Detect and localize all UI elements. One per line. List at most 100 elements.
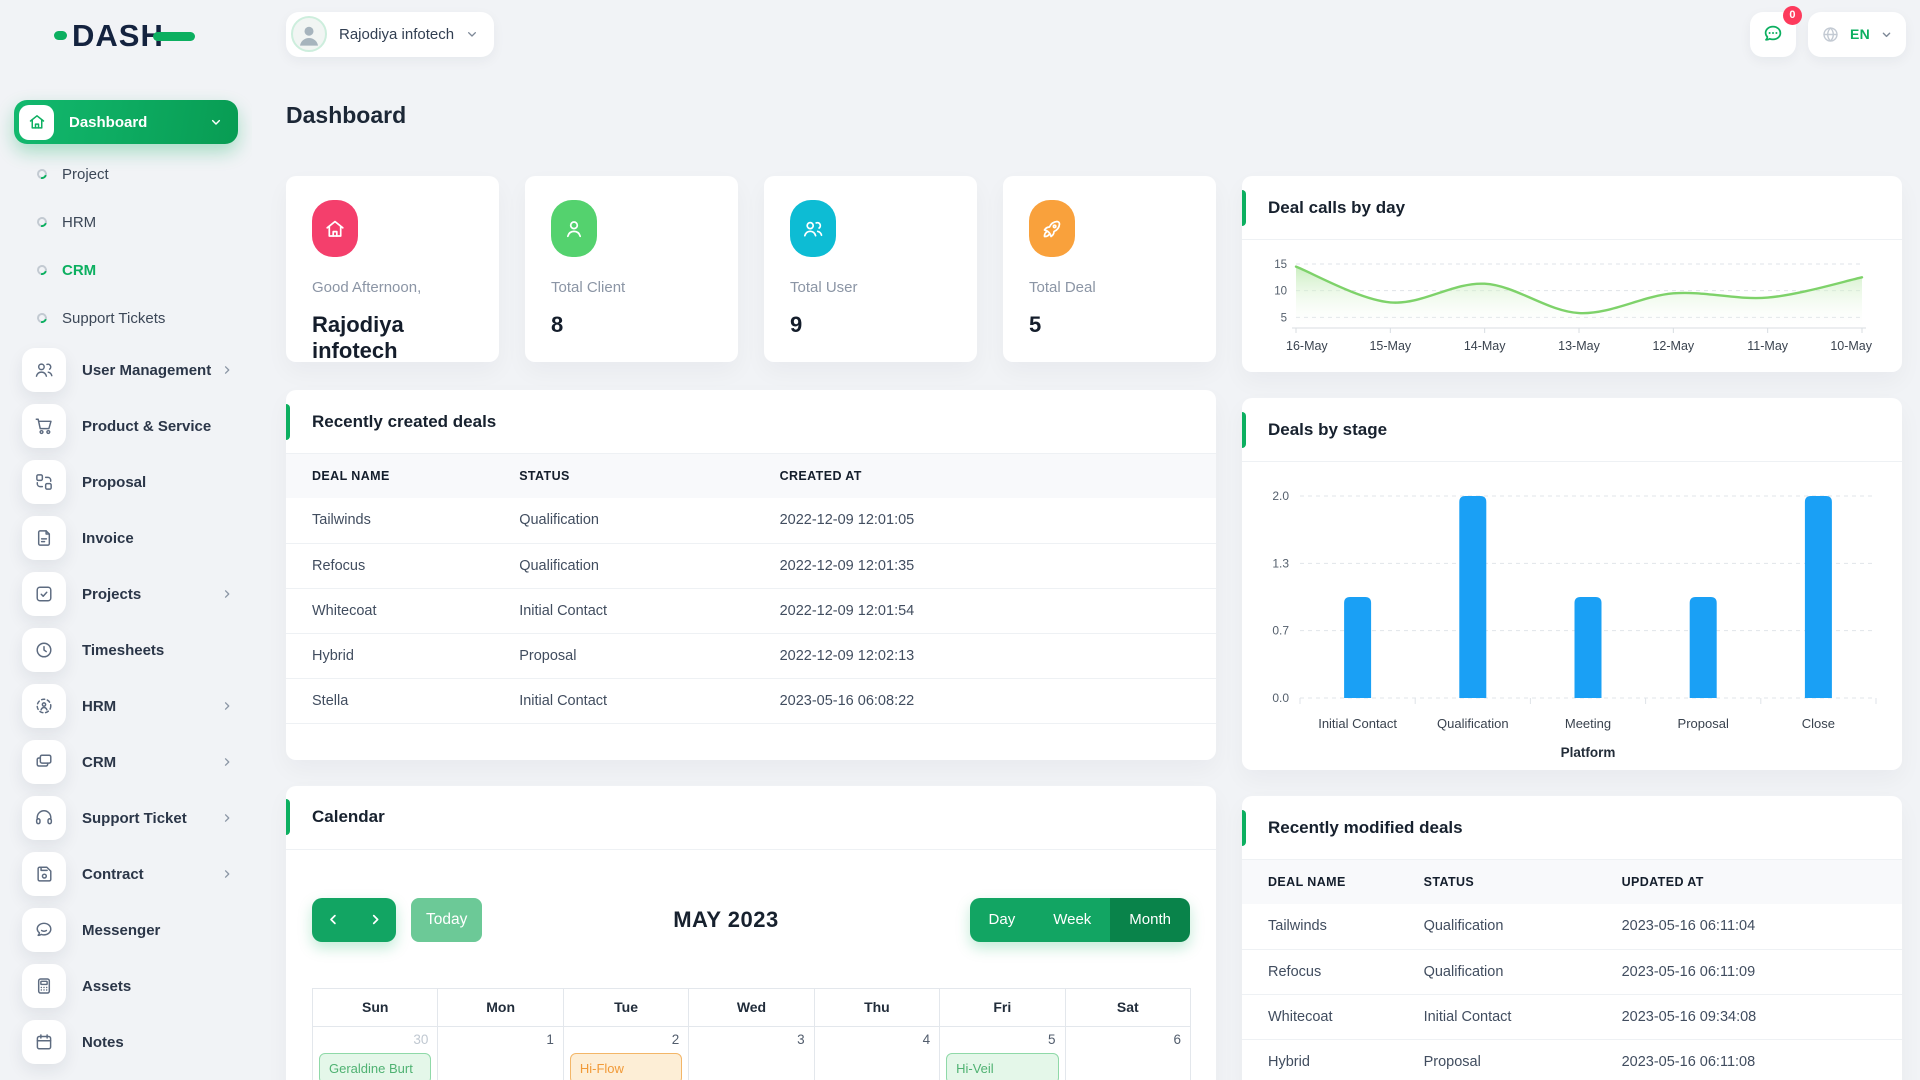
calendar-day-header: Thu [813, 987, 941, 1027]
sidebar-item-assets[interactable]: Assets [0, 958, 252, 1014]
sidebar-item-crm[interactable]: CRM [0, 246, 252, 294]
svg-text:11-May: 11-May [1747, 339, 1789, 353]
person-icon [551, 200, 597, 257]
table-header-row: DEAL NAME STATUS CREATED AT [286, 454, 1216, 498]
svg-text:Initial Contact: Initial Contact [1318, 716, 1397, 731]
calendar-day-cell[interactable]: 6 [1064, 1025, 1192, 1080]
calendar-day-cell[interactable]: 5 Hi-Veil [939, 1025, 1066, 1080]
svg-text:2.0: 2.0 [1272, 489, 1289, 503]
sidebar-item-crm[interactable]: CRM [0, 734, 252, 790]
calendar-view-month[interactable]: Month [1110, 897, 1190, 942]
sidebar-item-label: Invoice [82, 529, 134, 547]
hrm-icon [22, 684, 66, 728]
table-cell: Tailwinds [286, 498, 510, 544]
sidebar-item-dashboard[interactable]: Dashboard [14, 100, 238, 144]
proposal-icon [22, 460, 66, 504]
sidebar-item-user-management[interactable]: User Management [0, 342, 252, 398]
table-cell: Refocus [286, 543, 510, 589]
area-chart: 15 10 5 16-May 15-May 14-May 13-May 12-May 11-Ma… [1242, 240, 1902, 371]
card-title: Recently modified deals [1268, 817, 1463, 837]
calendar-day-cell[interactable]: 3 [688, 1025, 815, 1080]
table-cell: Qualification [1413, 949, 1612, 995]
svg-text:Qualification: Qualification [1437, 716, 1509, 731]
stat-value: 9 [790, 312, 803, 337]
table-cell: Initial Contact [509, 588, 770, 634]
sidebar-item-proposal[interactable]: Proposal [0, 454, 252, 510]
calendar-day-number: 2 [671, 1031, 680, 1047]
calendar-event[interactable]: Geraldine Burt [319, 1052, 432, 1080]
calendar-event[interactable]: Hi-Flow [569, 1052, 683, 1080]
recently-modified-deals-table: DEAL NAME STATUS UPDATED AT Tailwinds Qualif… [1242, 860, 1902, 1080]
recently-created-deals-table: DEAL NAME STATUS CREATED AT Tailwinds Qualif… [286, 454, 1216, 724]
assets-icon [22, 964, 66, 1008]
table-cell: 2023-05-16 09:34:08 [1611, 994, 1902, 1040]
svg-text:5: 5 [1281, 312, 1287, 324]
table-row: Whitecoat Initial Contact 2022-12-09 12:01… [286, 588, 1216, 634]
card-header: Recently created deals [286, 390, 1216, 454]
calendar-view-day[interactable]: Day [969, 897, 1035, 942]
calendar-month-title: MAY 2023 [673, 906, 779, 932]
stat-card-total-client: Total Client 8 [525, 176, 738, 362]
sidebar-item-timesheets[interactable]: Timesheets [0, 622, 252, 678]
notes-icon [22, 1020, 66, 1064]
table-cell: Proposal [509, 633, 770, 679]
table-cell: Refocus [1242, 949, 1414, 995]
sidebar-item-invoice[interactable]: Invoice [0, 510, 252, 566]
stat-label: Total User [790, 279, 858, 296]
sidebar-item-hrm[interactable]: HRM [0, 678, 252, 734]
calendar-view-week[interactable]: Week [1034, 897, 1111, 942]
sidebar-item-support-tickets[interactable]: Support Tickets [0, 294, 252, 342]
sidebar-item-product-service[interactable]: Product & Service [0, 398, 252, 454]
logo-dash-icon [152, 31, 195, 41]
sidebar-item-label: User Management [82, 361, 212, 379]
sidebar-item-label: Support Tickets [62, 309, 166, 327]
home-icon [19, 104, 54, 140]
sidebar-item-messenger[interactable]: Messenger [0, 902, 252, 958]
invoice-icon [22, 516, 66, 560]
deal-calls-chart-svg: 15 10 5 16-May 15-May 14-May 13-May 12-May 11-Ma… [1274, 259, 1873, 353]
chevron-right-icon [220, 755, 234, 769]
calendar-next-button[interactable] [354, 898, 396, 942]
sidebar-main-menu: User Management Product & Service Proposal… [0, 342, 252, 1070]
right-column: Deal calls by day 15 10 5 16-May 15-May 14-Ma… [1242, 176, 1902, 1080]
table-cell: Hybrid [1242, 1039, 1414, 1080]
messages-button[interactable]: 0 [1749, 5, 1802, 57]
messages-badge: 0 [1782, 5, 1802, 25]
calendar-day-header: Tue [562, 987, 690, 1027]
calendar-day-cell[interactable]: 1 [437, 1025, 564, 1080]
language-selector[interactable]: EN [1807, 11, 1906, 57]
sidebar-item-hrm[interactable]: HRM [0, 198, 252, 246]
sidebar-item-label: Timesheets [82, 641, 165, 659]
calendar-day-cell[interactable]: 30 Geraldine Burt [311, 1025, 439, 1080]
sidebar-item-support-ticket[interactable]: Support Ticket [0, 790, 252, 846]
svg-text:0.0: 0.0 [1272, 691, 1289, 705]
sidebar-item-notes[interactable]: Notes [0, 1014, 252, 1070]
calendar-event[interactable]: Hi-Veil [946, 1052, 1059, 1080]
column-header: DEAL NAME [1268, 875, 1346, 889]
calendar-day-cell[interactable]: 4 [813, 1025, 941, 1080]
calendar-prev-button[interactable] [312, 898, 354, 942]
calendar-card: Calendar Today MAY 2023 Day Week Month Sun… [286, 785, 1216, 1080]
calendar-day-cell[interactable]: 2 Hi-Flow [562, 1025, 690, 1080]
stat-card-total-deal: Total Deal 5 [1003, 176, 1216, 362]
column-header: CREATED AT [779, 469, 862, 483]
calendar-day-number: 4 [922, 1031, 931, 1047]
users-icon [22, 348, 66, 392]
topbar-actions: 0 EN [1749, 5, 1906, 57]
sidebar-item-label: Contract [82, 865, 144, 883]
bullet-icon [35, 215, 49, 229]
table-cell: Initial Contact [509, 678, 770, 724]
calendar-day-header: Mon [437, 987, 564, 1027]
sidebar-item-project[interactable]: Project [0, 150, 252, 198]
svg-text:Platform: Platform [1561, 745, 1616, 760]
sidebar-item-projects[interactable]: Projects [0, 566, 252, 622]
calendar-day-number: 6 [1173, 1031, 1181, 1047]
calendar-today-button[interactable]: Today [411, 897, 483, 942]
brand-logo[interactable]: DASH [54, 14, 252, 56]
headset-icon [22, 796, 66, 840]
stat-value: Rajodiya infotech [312, 312, 404, 363]
stat-label: Total Deal [1029, 279, 1096, 296]
workspace-selector[interactable]: Rajodiya infotech [286, 11, 495, 57]
sidebar-item-contract[interactable]: Contract [0, 846, 252, 902]
